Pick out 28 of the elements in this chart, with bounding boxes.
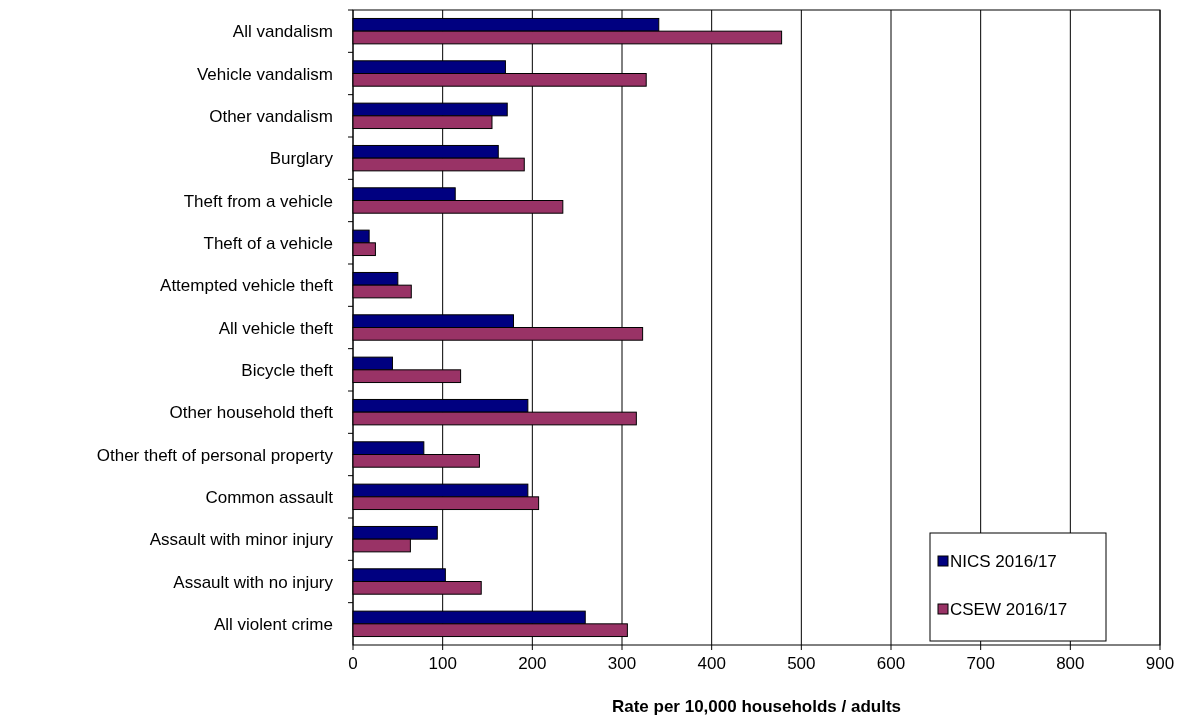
y-tick-label: Common assault	[205, 487, 334, 507]
y-tick-label: Vehicle vandalism	[196, 64, 333, 84]
y-tick-label: Burglary	[269, 149, 334, 169]
x-tick-label: 200	[518, 654, 547, 673]
x-tick-label: 900	[1145, 654, 1175, 673]
y-tick-label: Assault with minor injury	[149, 530, 334, 550]
y-tick-label: Other household theft	[169, 403, 334, 423]
y-tick-label: Theft of a vehicle	[203, 233, 333, 253]
y-tick-label: Other theft of personal property	[96, 445, 334, 465]
legend-label: NICS 2016/17	[950, 552, 1057, 571]
x-tick-label: 600	[876, 654, 906, 673]
x-tick-label: 700	[966, 654, 995, 673]
y-tick-label: Theft from a vehicle	[183, 191, 333, 211]
y-tick-label: All vehicle theft	[218, 318, 334, 338]
x-tick-label: 800	[1056, 654, 1085, 673]
y-tick-label: All violent crime	[213, 614, 333, 634]
y-tick-label: Attempted vehicle theft	[160, 276, 334, 296]
y-tick-label: Bicycle theft	[241, 360, 334, 380]
y-tick-label: Assault with no injury	[173, 572, 334, 592]
x-tick-label: 500	[787, 654, 816, 673]
x-tick-label: 100	[428, 654, 457, 673]
x-axis-title: Rate per 10,000 households / adults	[611, 697, 902, 716]
y-tick-label: Other vandalism	[209, 106, 333, 126]
x-tick-label: 300	[607, 654, 637, 673]
x-tick-label: 0	[348, 654, 358, 673]
legend-label: CSEW 2016/17	[950, 600, 1068, 619]
y-tick-label: All vandalism	[232, 22, 333, 42]
x-tick-label: 400	[697, 654, 726, 673]
